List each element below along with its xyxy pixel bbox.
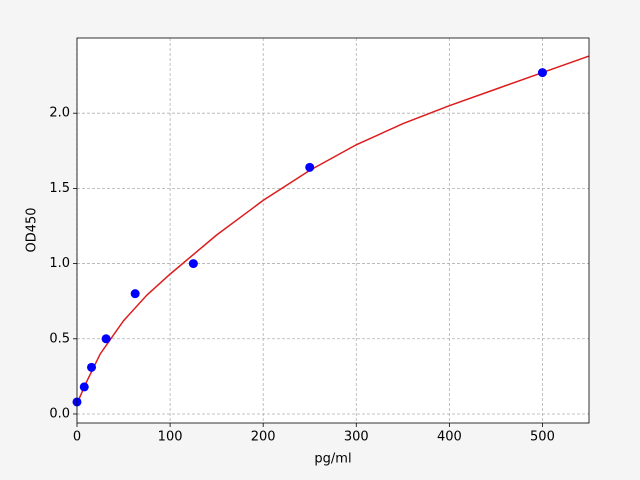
- x-tick-label: 300: [344, 430, 369, 445]
- data-point: [101, 334, 111, 344]
- x-tick-label: 100: [158, 430, 183, 445]
- y-tick-label: 0.0: [49, 406, 70, 421]
- x-tick-label: 400: [437, 430, 462, 445]
- data-point: [188, 259, 198, 269]
- x-axis-label: pg/ml: [314, 452, 351, 467]
- plot-frame: [76, 37, 590, 424]
- y-tick-label: 0.5: [49, 331, 70, 346]
- x-tick-label: 200: [251, 430, 276, 445]
- y-tick-label: 1.0: [49, 256, 70, 271]
- marks-layer: [72, 55, 590, 407]
- y-axis-label: OD450: [25, 207, 40, 252]
- plot-area: [77, 38, 589, 423]
- data-point: [537, 68, 547, 78]
- data-point: [305, 162, 315, 172]
- y-tick-label: 2.0: [49, 106, 70, 121]
- data-point: [79, 382, 89, 392]
- data-point: [130, 289, 140, 299]
- y-tick-label: 1.5: [49, 181, 70, 196]
- x-tick-label: 500: [530, 430, 555, 445]
- data-point: [87, 362, 97, 372]
- x-tick-label: 0: [73, 430, 81, 445]
- grid-layer: [76, 38, 589, 423]
